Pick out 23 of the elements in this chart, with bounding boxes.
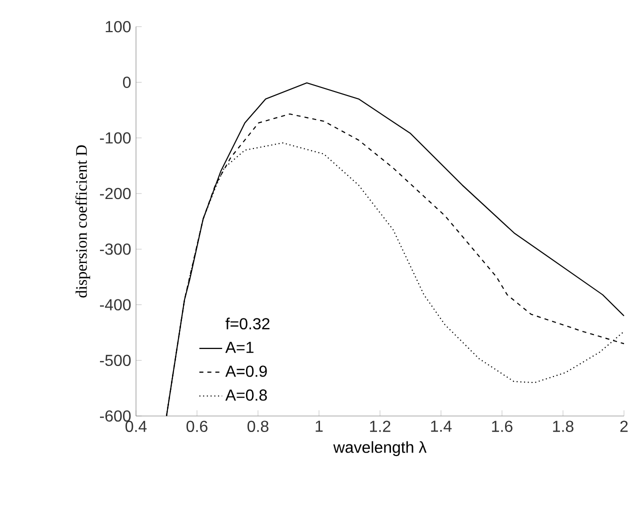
x-tick-label: 0.4: [126, 420, 147, 432]
x-tick-label: 0.8: [248, 420, 268, 432]
legend-title: f=0.32: [226, 318, 270, 330]
y-tick-label: -400: [100, 299, 131, 311]
y-tick-label: 100: [106, 21, 131, 32]
x-axis-title: wavelength λ: [333, 441, 427, 456]
x-tick-label: 1.2: [370, 420, 390, 432]
x-tick-label: 0.6: [186, 420, 208, 432]
y-axis-title: dispersion coefficient D: [75, 145, 90, 298]
y-tick-label: -300: [100, 244, 131, 255]
x-tick-label: 1: [316, 420, 323, 432]
x-tick-label: 1.8: [553, 420, 574, 432]
legend-label: A=1: [225, 342, 254, 354]
y-tick-label: -200: [100, 188, 131, 200]
y-tick-label: -500: [100, 354, 131, 366]
y-tick-label: -600: [100, 410, 131, 422]
y-tick-label: 0: [123, 76, 131, 88]
x-tick-label: 1.6: [492, 420, 512, 432]
legend-label: A=0.9: [225, 366, 267, 378]
legend-label: A=0.8: [225, 390, 267, 401]
y-tick-label: -100: [100, 132, 131, 144]
x-tick-label: 1.4: [431, 420, 452, 432]
x-tick-label: 2: [620, 420, 628, 432]
